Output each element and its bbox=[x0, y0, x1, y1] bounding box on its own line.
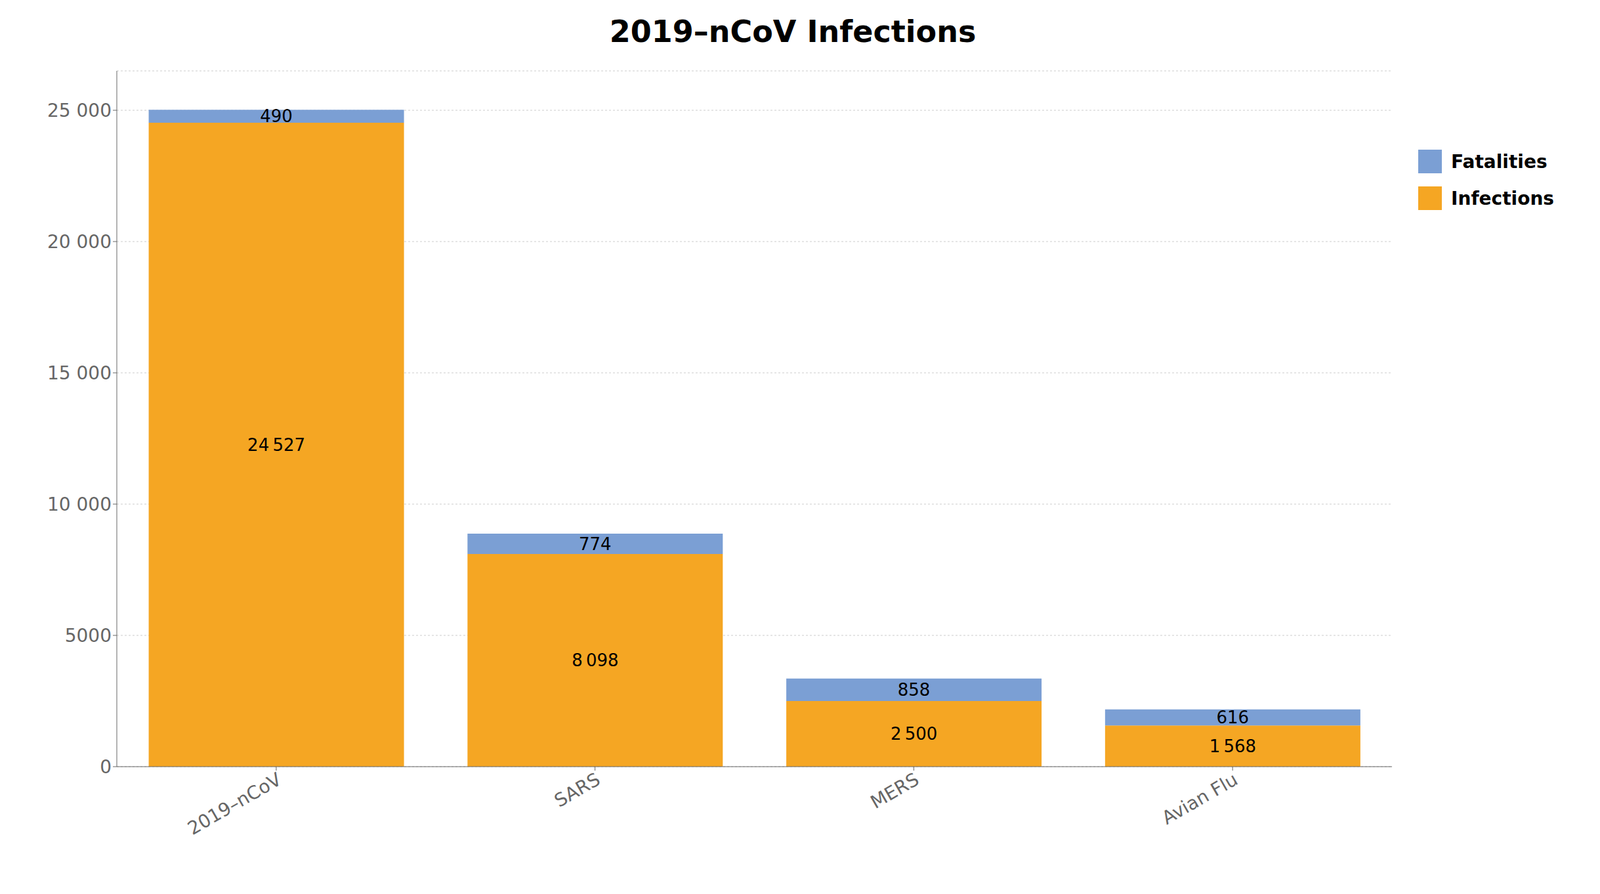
svg-text:8 098: 8 098 bbox=[571, 650, 619, 671]
svg-text:SARS: SARS bbox=[550, 768, 604, 812]
svg-text:Avian Flu: Avian Flu bbox=[1158, 768, 1242, 829]
svg-text:616: 616 bbox=[1216, 707, 1250, 728]
svg-text:20 000: 20 000 bbox=[47, 231, 112, 253]
svg-text:1 568: 1 568 bbox=[1209, 736, 1257, 757]
svg-text:490: 490 bbox=[259, 106, 293, 127]
html-text:2019–nCoV Infections: 2019–nCoV Infections bbox=[609, 13, 977, 50]
svg-text:25 000: 25 000 bbox=[47, 99, 112, 122]
svg-text:2019–nCoV: 2019–nCoV bbox=[183, 768, 285, 840]
svg-text:0: 0 bbox=[99, 756, 112, 778]
svg-text:24 527: 24 527 bbox=[247, 435, 306, 455]
svg-text:MERS: MERS bbox=[866, 768, 923, 814]
svg-text:858: 858 bbox=[897, 679, 931, 700]
svg-text:774: 774 bbox=[578, 534, 612, 554]
svg-text:10 000: 10 000 bbox=[47, 493, 112, 516]
html-text:Fatalities: Fatalities bbox=[1451, 150, 1548, 173]
svg-text:15 000: 15 000 bbox=[47, 362, 112, 384]
svg-text:5000: 5000 bbox=[64, 624, 112, 647]
svg-text:2 500: 2 500 bbox=[890, 723, 938, 744]
html-text:Infections: Infections bbox=[1451, 187, 1555, 210]
